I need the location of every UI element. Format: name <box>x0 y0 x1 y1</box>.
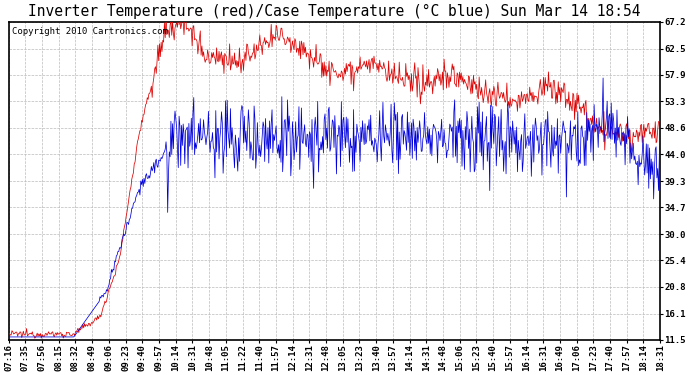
Title: Inverter Temperature (red)/Case Temperature (°C blue) Sun Mar 14 18:54: Inverter Temperature (red)/Case Temperat… <box>28 4 641 19</box>
Text: Copyright 2010 Cartronics.com: Copyright 2010 Cartronics.com <box>12 27 168 36</box>
